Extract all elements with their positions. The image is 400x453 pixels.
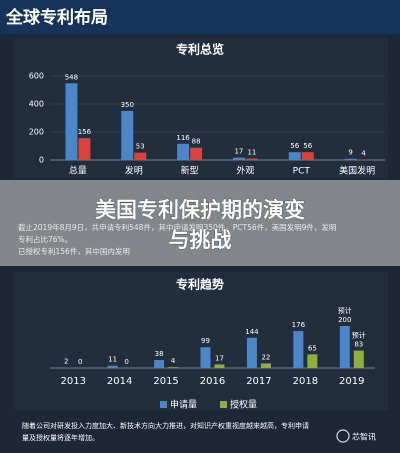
annotation: 预计 [338, 306, 352, 315]
x-tick-label: 新型 [181, 165, 199, 177]
bar [78, 138, 91, 160]
data-label: 156 [78, 128, 92, 136]
data-label: 56 [303, 142, 312, 150]
bar [245, 158, 258, 160]
panel [14, 272, 388, 410]
bar [168, 367, 179, 368]
bar [246, 337, 257, 368]
data-label: 11 [247, 148, 256, 156]
banner-title: 与挑战 [169, 228, 232, 252]
bar [307, 354, 318, 368]
banner-band [0, 180, 400, 266]
bar [353, 350, 364, 368]
legend-swatch [160, 401, 167, 408]
y-tick-label: 600 [29, 72, 44, 81]
data-label: 99 [201, 337, 210, 345]
x-tick-label: 美国发明 [339, 165, 375, 177]
y-tick-label: 400 [29, 100, 44, 109]
data-label: 144 [245, 328, 259, 336]
x-tick-label: 2014 [107, 376, 132, 387]
x-tick-label: 2019 [339, 376, 364, 387]
bar [288, 152, 301, 160]
x-tick-label: 外观 [236, 165, 254, 177]
bar [121, 111, 134, 160]
bar [190, 147, 203, 160]
data-label: 548 [65, 73, 78, 81]
x-tick-label: 2016 [200, 376, 225, 387]
banner-title: 美国专利保护期的演变 [95, 198, 305, 222]
x-tick-label: PCT [293, 167, 311, 177]
chart-title: 专利趋势 [176, 277, 224, 292]
data-label: 17 [234, 148, 243, 156]
legend-label: 申请量 [170, 399, 197, 411]
footer-text: 随着公司对研发投入力度加大、新技术方向大力推进，对知识产权重视度越来越高，专利申… [22, 421, 309, 430]
bar [260, 363, 271, 368]
header-bar [0, 0, 400, 34]
bar [214, 364, 225, 368]
data-label: 4 [171, 357, 176, 365]
chart-title: 专利总览 [176, 42, 224, 57]
bar [177, 143, 190, 160]
data-label: 9 [348, 149, 352, 157]
bar [293, 331, 304, 368]
data-label: 116 [176, 134, 190, 142]
x-tick-label: 总量 [69, 165, 87, 177]
data-label: 2 [64, 358, 68, 366]
y-tick-label: 200 [29, 128, 44, 137]
bar [301, 152, 314, 160]
footer-text: 量及授权量将逐年增加。 [22, 433, 99, 442]
bar [154, 360, 165, 368]
data-label: 56 [290, 142, 299, 150]
legend-swatch [220, 401, 227, 408]
x-tick-label: 发明 [125, 165, 143, 177]
data-label: 4 [361, 149, 366, 157]
bar [339, 326, 350, 368]
bar [344, 158, 357, 160]
data-label: 11 [108, 356, 117, 364]
data-label: 88 [192, 138, 201, 146]
data-label: 17 [215, 354, 224, 362]
data-label: 176 [292, 321, 306, 329]
header-title: 全球专利布局 [5, 7, 108, 28]
logo-icon [336, 429, 350, 443]
data-label: 200 [338, 316, 351, 324]
data-label: 0 [124, 358, 128, 366]
data-label: 22 [261, 353, 270, 361]
x-tick-label: 2015 [153, 376, 178, 387]
bar [107, 365, 118, 368]
y-tick-label: 0 [39, 156, 44, 165]
data-label: 53 [136, 143, 145, 151]
data-label: 350 [121, 101, 134, 109]
x-tick-label: 2017 [246, 376, 271, 387]
bar [357, 159, 370, 160]
logo-text: 芯智讯 [352, 432, 376, 442]
bar [134, 152, 147, 160]
bar [232, 157, 245, 160]
data-label: 0 [78, 358, 82, 366]
data-label: 65 [308, 344, 317, 352]
legend-label: 授权量 [230, 399, 257, 411]
bar [65, 83, 78, 160]
x-tick-label: 2013 [60, 376, 85, 387]
annotation: 预计 [352, 331, 366, 340]
bar [200, 347, 211, 368]
data-label: 83 [354, 341, 363, 349]
x-tick-label: 2018 [293, 376, 318, 387]
data-label: 38 [155, 350, 164, 358]
